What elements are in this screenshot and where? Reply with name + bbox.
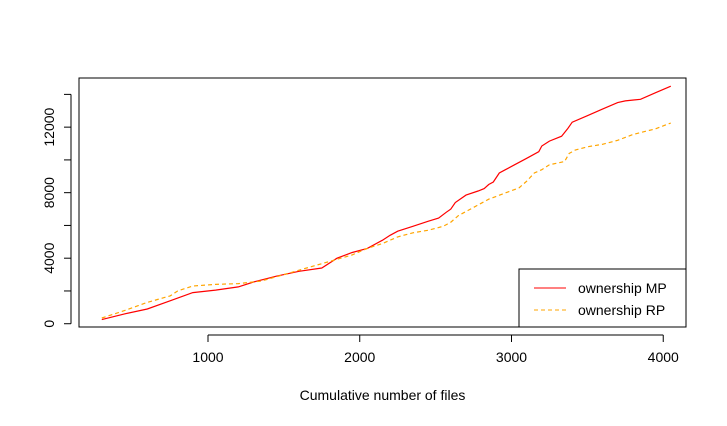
series-layer (101, 85, 672, 321)
x-axis-title: Cumulative number of files (300, 387, 466, 403)
y-axis: 0 4000 8000 12000 (41, 93, 72, 328)
legend-label-ownership-rp: ownership RP (578, 302, 665, 318)
plot-frame (78, 77, 687, 328)
x-axis: 1000 2000 3000 4000 (192, 334, 679, 365)
x-tick-label: 1000 (192, 349, 223, 365)
series-line-ownership-mp (101, 85, 672, 321)
x-tick-label: 2000 (344, 349, 375, 365)
series-line-ownership-rp (101, 122, 672, 319)
x-tick-label: 4000 (648, 349, 679, 365)
y-tick-label: 8000 (41, 177, 57, 208)
legend-label-ownership-mp: ownership MP (578, 280, 667, 296)
x-tick-label: 3000 (496, 349, 527, 365)
y-tick-label: 0 (41, 320, 57, 328)
y-tick-label: 12000 (41, 107, 57, 146)
legend-box (518, 268, 687, 328)
y-tick-label: 4000 (41, 242, 57, 273)
legend: ownership MP ownership RP (518, 268, 687, 328)
